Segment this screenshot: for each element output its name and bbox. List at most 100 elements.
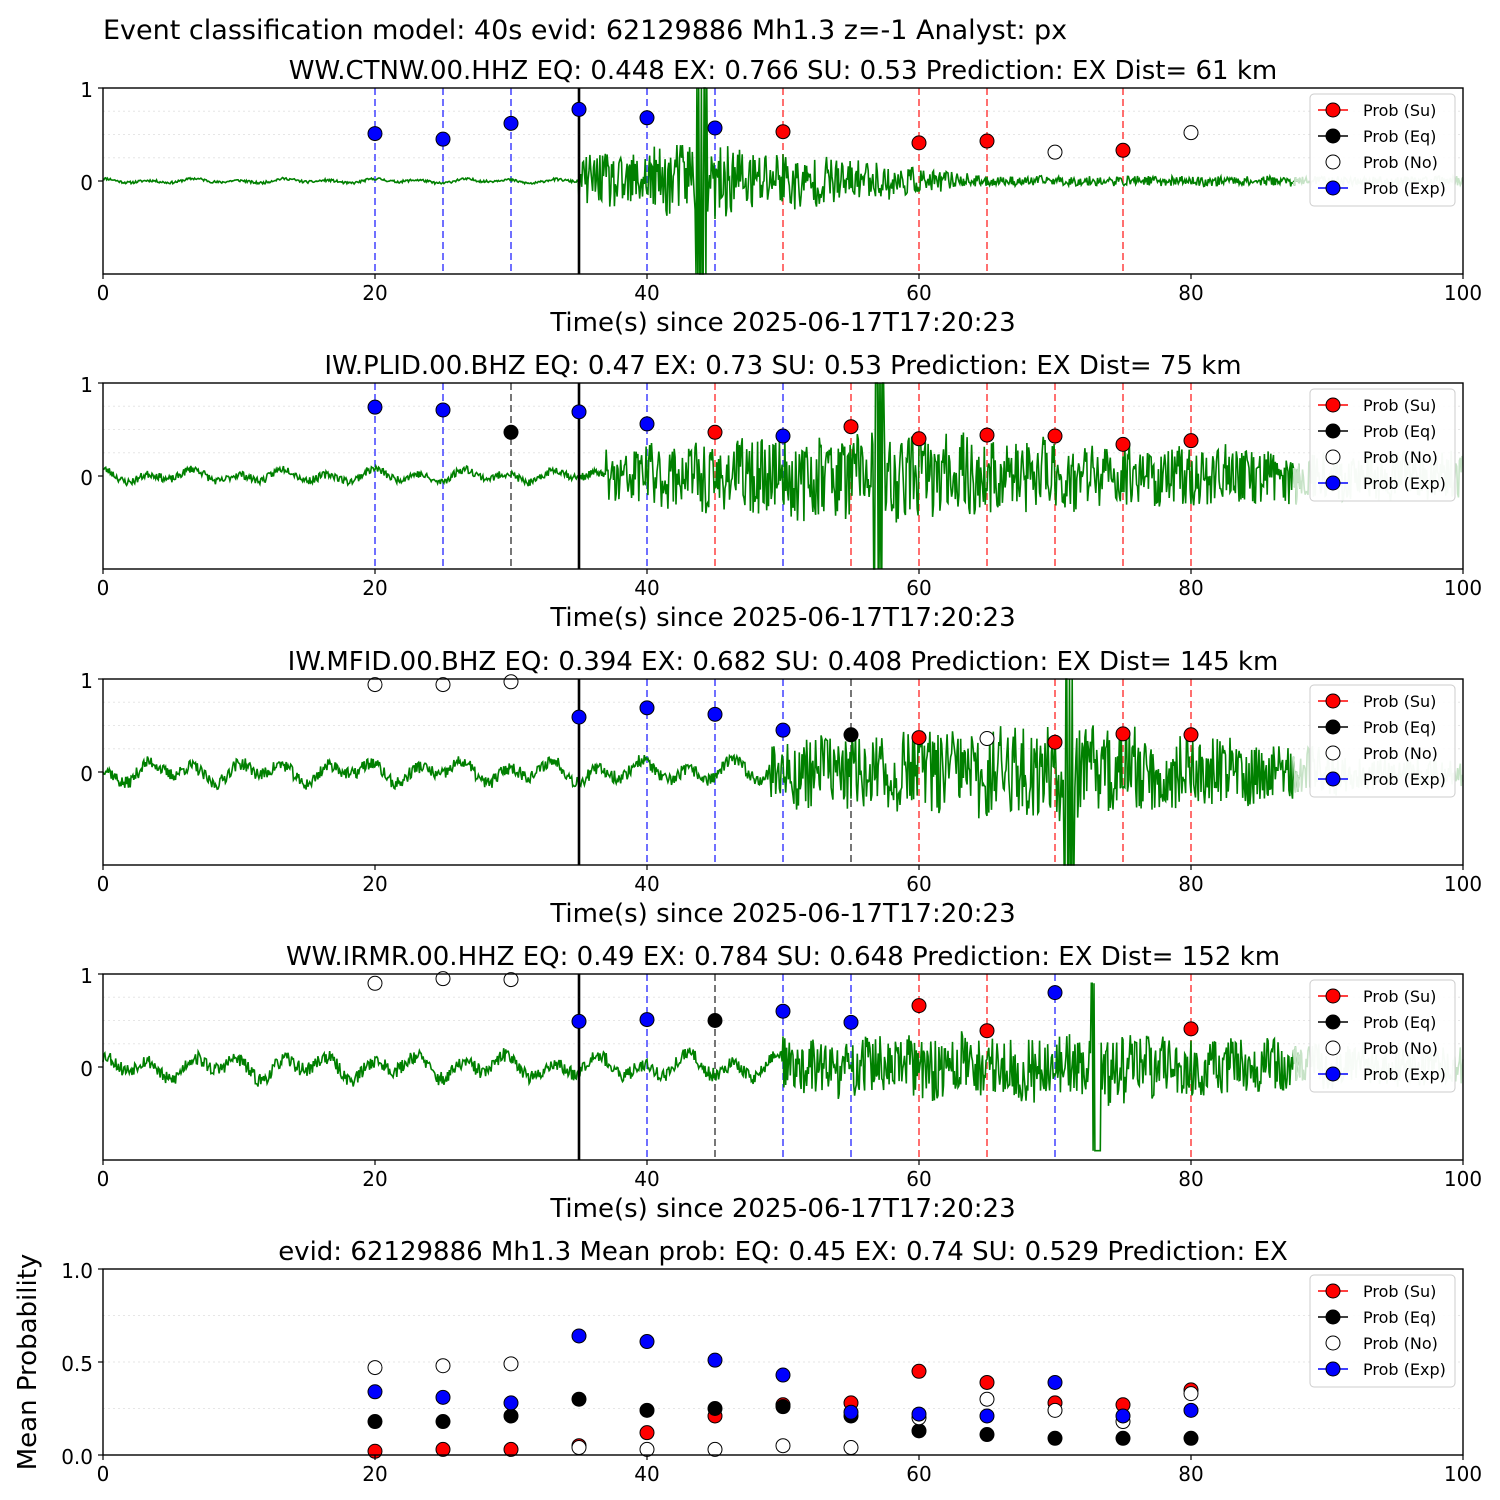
mean-point-su xyxy=(503,1441,519,1457)
mean-point-exp xyxy=(503,1395,519,1411)
mean-point-exp xyxy=(571,1328,587,1344)
panel-2: IW.PLID.00.BHZ EQ: 0.47 EX: 0.73 SU: 0.5… xyxy=(80,351,1482,633)
legend-marker-no xyxy=(1325,745,1341,761)
prob-point-exp xyxy=(843,1014,859,1030)
mean-point-no xyxy=(367,1360,383,1376)
mean-point-exp xyxy=(367,1384,383,1400)
mean-point-exp xyxy=(1183,1402,1199,1418)
prob-point-exp xyxy=(571,1013,587,1029)
legend: Prob (Su) Prob (Eq) Prob (No) Prob (Exp) xyxy=(1309,1274,1456,1388)
panel-3: IW.MFID.00.BHZ EQ: 0.394 EX: 0.682 SU: 0… xyxy=(80,647,1482,929)
panel-1: WW.CTNW.00.HHZ EQ: 0.448 EX: 0.766 SU: 0… xyxy=(80,56,1482,338)
prob-point-exp xyxy=(571,709,587,725)
x-tick-label: 100 xyxy=(1444,1462,1482,1486)
mean-point-no xyxy=(843,1440,859,1456)
legend-label: Prob (Exp) xyxy=(1363,1360,1446,1379)
y-tick-label: 0 xyxy=(80,1057,93,1081)
mean-point-eq xyxy=(367,1414,383,1430)
x-tick-label: 40 xyxy=(634,1462,659,1486)
x-tick-label: 0 xyxy=(97,576,110,600)
legend-box xyxy=(1309,1274,1456,1388)
x-tick-label: 80 xyxy=(1178,1462,1203,1486)
mean-point-no xyxy=(1047,1402,1063,1418)
mean-point-no xyxy=(707,1441,723,1457)
y-tick-label: 0.5 xyxy=(61,1352,93,1376)
x-tick-label: 100 xyxy=(1444,281,1482,305)
panel-title: IW.PLID.00.BHZ EQ: 0.47 EX: 0.73 SU: 0.5… xyxy=(324,351,1241,381)
prob-point-exp xyxy=(571,404,587,420)
prob-point-exp xyxy=(775,428,791,444)
prob-point-eq xyxy=(707,1013,723,1028)
prob-point-exp xyxy=(571,101,587,117)
legend-label: Prob (Exp) xyxy=(1363,474,1446,493)
mean-point-eq xyxy=(571,1391,587,1407)
prob-point-exp xyxy=(503,115,519,131)
prob-point-su xyxy=(707,424,723,440)
x-tick-label: 20 xyxy=(362,1167,387,1191)
mean-point-su xyxy=(435,1441,451,1457)
x-tick-label: 40 xyxy=(634,281,659,305)
mean-point-exp xyxy=(843,1404,859,1420)
mean-point-no xyxy=(571,1440,587,1456)
y-tick-label: 0 xyxy=(80,762,93,786)
legend-label: Prob (Exp) xyxy=(1363,770,1446,789)
legend-marker-exp xyxy=(1325,180,1341,196)
legend-box xyxy=(1309,684,1456,798)
mean-point-exp xyxy=(775,1367,791,1383)
prob-point-exp xyxy=(435,131,451,147)
mean-point-no xyxy=(979,1391,995,1407)
mean-point-exp xyxy=(979,1408,995,1424)
y-tick-label: 0 xyxy=(80,171,93,195)
legend-marker-no xyxy=(1325,449,1341,465)
x-tick-label: 0 xyxy=(97,1462,110,1486)
prob-point-su xyxy=(979,133,995,149)
legend-box xyxy=(1309,388,1456,502)
y-tick-label: 1.0 xyxy=(61,1259,93,1283)
prob-point-exp xyxy=(707,706,723,722)
prob-point-no xyxy=(435,677,451,693)
legend-label: Prob (Exp) xyxy=(1363,1065,1446,1084)
x-tick-label: 0 xyxy=(97,872,110,896)
prob-point-exp xyxy=(707,120,723,136)
prob-point-su xyxy=(1115,436,1131,452)
prob-point-su xyxy=(911,998,927,1014)
legend-label: Prob (Eq) xyxy=(1363,422,1436,441)
prob-point-su xyxy=(979,427,995,443)
legend-marker-exp xyxy=(1325,1066,1341,1082)
x-axis-label: Time(s) since 2025-06-17T17:20:23 xyxy=(549,308,1015,338)
figure-title: Event classification model: 40s evid: 62… xyxy=(103,15,1067,46)
legend-marker-no xyxy=(1325,1335,1341,1351)
x-tick-label: 60 xyxy=(906,1462,931,1486)
legend-marker-eq xyxy=(1325,1309,1341,1325)
x-axis-label: Time(s) since 2025-06-17T17:20:23 xyxy=(549,899,1015,929)
legend-label: Prob (Eq) xyxy=(1363,1013,1436,1032)
x-tick-label: 80 xyxy=(1178,1167,1203,1191)
mean-point-eq xyxy=(639,1402,655,1418)
waveform-trace xyxy=(102,87,1301,275)
legend-label: Prob (No) xyxy=(1363,744,1438,763)
x-tick-label: 20 xyxy=(362,872,387,896)
legend: Prob (Su) Prob (Eq) Prob (No) Prob (Exp) xyxy=(1309,388,1456,502)
x-tick-label: 40 xyxy=(634,576,659,600)
prob-point-exp xyxy=(639,110,655,126)
x-axis-label: Time(s) since 2025-06-17T17:20:23 xyxy=(549,1194,1015,1224)
mean-point-no xyxy=(503,1356,519,1372)
prob-point-su xyxy=(1183,433,1199,449)
x-tick-label: 100 xyxy=(1444,872,1482,896)
legend-box xyxy=(1309,979,1456,1093)
prob-point-su xyxy=(911,730,927,746)
mean-point-no xyxy=(1183,1386,1199,1402)
prob-point-exp xyxy=(639,416,655,432)
x-tick-label: 80 xyxy=(1178,872,1203,896)
x-tick-label: 60 xyxy=(906,281,931,305)
prob-point-su xyxy=(1183,727,1199,743)
mean-point-su xyxy=(979,1374,995,1390)
x-tick-label: 0 xyxy=(97,281,110,305)
prob-point-no xyxy=(503,972,519,988)
mean-point-eq xyxy=(1183,1430,1199,1446)
legend-marker-su xyxy=(1325,693,1341,709)
prob-point-su xyxy=(1183,1021,1199,1037)
mean-point-eq xyxy=(435,1414,451,1430)
x-tick-label: 60 xyxy=(906,872,931,896)
panel-title: evid: 62129886 Mh1.3 Mean prob: EQ: 0.45… xyxy=(278,1237,1288,1267)
